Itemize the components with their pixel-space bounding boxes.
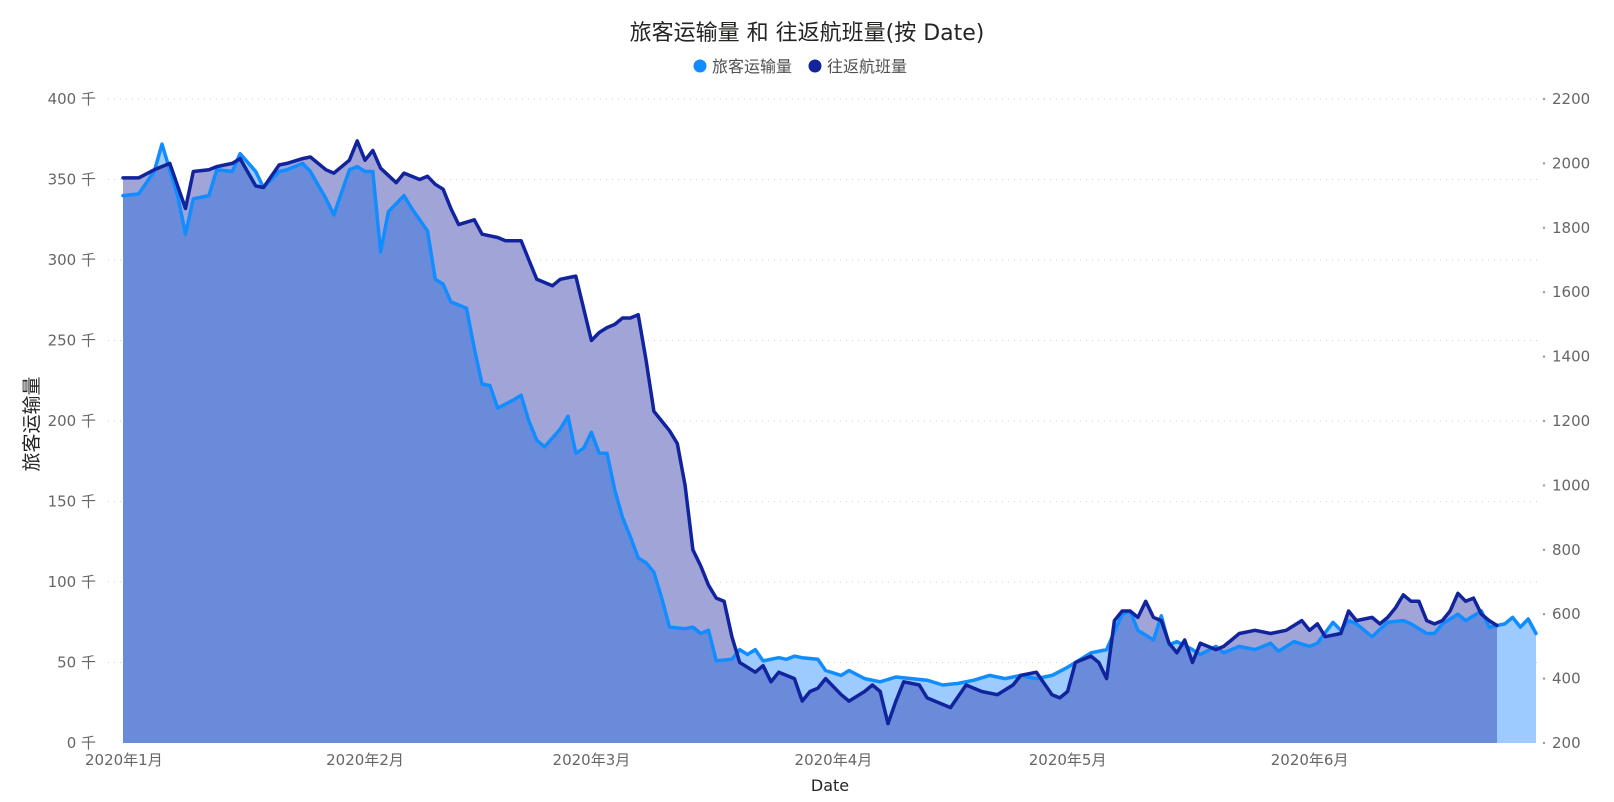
y2-tick-mark xyxy=(1542,162,1546,165)
chart-title: 旅客运输量 和 往返航班量(按 Date) xyxy=(630,21,985,46)
area-overlap xyxy=(123,144,1497,743)
series-lines xyxy=(121,139,1538,726)
axes: 0 千 50 千 100 千 150 千 200 千 250 千 300 千 350 千 400… xyxy=(48,90,1591,769)
line-flights xyxy=(121,139,1499,726)
y2-tick-mark xyxy=(1542,97,1546,101)
y-tick-label: 100 千 xyxy=(48,573,96,591)
y2-tick-mark xyxy=(1542,613,1546,616)
y2-tick-mark xyxy=(1542,291,1546,294)
y2-tick-label: 2200 xyxy=(1552,90,1590,108)
y-tick-label: 350 千 xyxy=(48,171,96,189)
y-tick-label: 200 千 xyxy=(48,412,96,430)
y2-tick-label: 800 xyxy=(1552,541,1581,559)
y2-tick-mark xyxy=(1542,355,1546,358)
y2-tick-label: 2000 xyxy=(1552,154,1590,172)
y-axis-title: 旅客运输量 xyxy=(21,376,43,471)
x-axis-title: Date xyxy=(811,776,849,795)
y2-tick-mark xyxy=(1542,741,1546,745)
areas xyxy=(123,140,1536,744)
y2-tick-mark xyxy=(1542,419,1546,423)
y2-tick-mark xyxy=(1542,484,1546,487)
y-tick-label: 0 千 xyxy=(67,734,96,752)
x-tick-label: 2020年4月 xyxy=(795,751,873,769)
y2-tick-label: 400 xyxy=(1552,670,1581,688)
y2-tick-label: 1600 xyxy=(1552,283,1590,301)
legend-marker-passengers xyxy=(693,59,707,73)
y2-tick-label: 1800 xyxy=(1552,219,1590,237)
y2-tick-label: 1400 xyxy=(1552,348,1590,366)
y-tick-label: 300 千 xyxy=(48,251,96,269)
legend[interactable]: 旅客运输量 往返航班量 xyxy=(693,57,908,76)
y2-tick-mark xyxy=(1542,548,1546,551)
x-tick-label: 2020年5月 xyxy=(1029,751,1107,769)
y-tick-label: 50 千 xyxy=(57,654,96,672)
legend-label-passengers[interactable]: 旅客运输量 xyxy=(712,57,792,76)
y2-tick-label: 200 xyxy=(1552,734,1581,752)
y-tick-label: 400 千 xyxy=(48,90,96,108)
y-tick-label: 250 千 xyxy=(48,332,96,350)
y2-tick-label: 1200 xyxy=(1552,412,1590,430)
y2-tick-mark xyxy=(1542,677,1546,680)
line-passengers xyxy=(121,142,1538,687)
x-tick-label: 2020年2月 xyxy=(326,751,404,769)
x-tick-label: 2020年3月 xyxy=(553,751,631,769)
y2-tick-label: 1000 xyxy=(1552,476,1590,494)
x-tick-label: 2020年6月 xyxy=(1271,751,1349,769)
x-tick-label: 2020年1月 xyxy=(85,751,163,769)
legend-marker-flights xyxy=(808,59,822,73)
legend-label-flights[interactable]: 往返航班量 xyxy=(827,57,907,76)
y2-tick-mark xyxy=(1542,226,1546,229)
y2-tick-label: 600 xyxy=(1552,605,1581,623)
y-tick-label: 150 千 xyxy=(48,493,96,511)
